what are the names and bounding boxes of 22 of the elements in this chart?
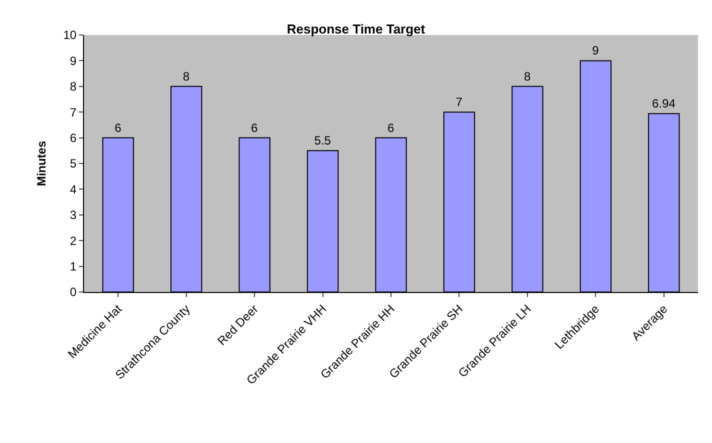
y-tick-label: 2 xyxy=(70,234,77,248)
data-label: 9 xyxy=(592,44,600,58)
data-label: 6 xyxy=(251,120,258,135)
data-label: 6.94 xyxy=(652,96,676,111)
y-axis-title: Minutes xyxy=(34,140,49,186)
y-tick-label: 1 xyxy=(70,260,77,274)
data-label: 6 xyxy=(114,120,122,135)
y-tick-label: 9 xyxy=(70,54,77,68)
y-tick-label: 7 xyxy=(70,105,77,120)
data-label: 7 xyxy=(456,95,463,110)
y-tick-label: 8 xyxy=(70,80,77,94)
y-tick-label: 6 xyxy=(70,131,77,145)
data-label: 6 xyxy=(388,120,394,135)
data-label: 8 xyxy=(182,69,190,84)
data-label: 5.5 xyxy=(314,134,332,148)
chart-title: Response Time Target xyxy=(286,21,426,36)
y-tick-label: 0 xyxy=(70,285,77,300)
y-tick-label: 5 xyxy=(70,156,77,171)
y-tick-label: 4 xyxy=(70,182,77,196)
data-label: 8 xyxy=(524,69,531,84)
y-tick-label: 3 xyxy=(70,208,77,222)
y-tick-label: 10 xyxy=(63,28,77,42)
